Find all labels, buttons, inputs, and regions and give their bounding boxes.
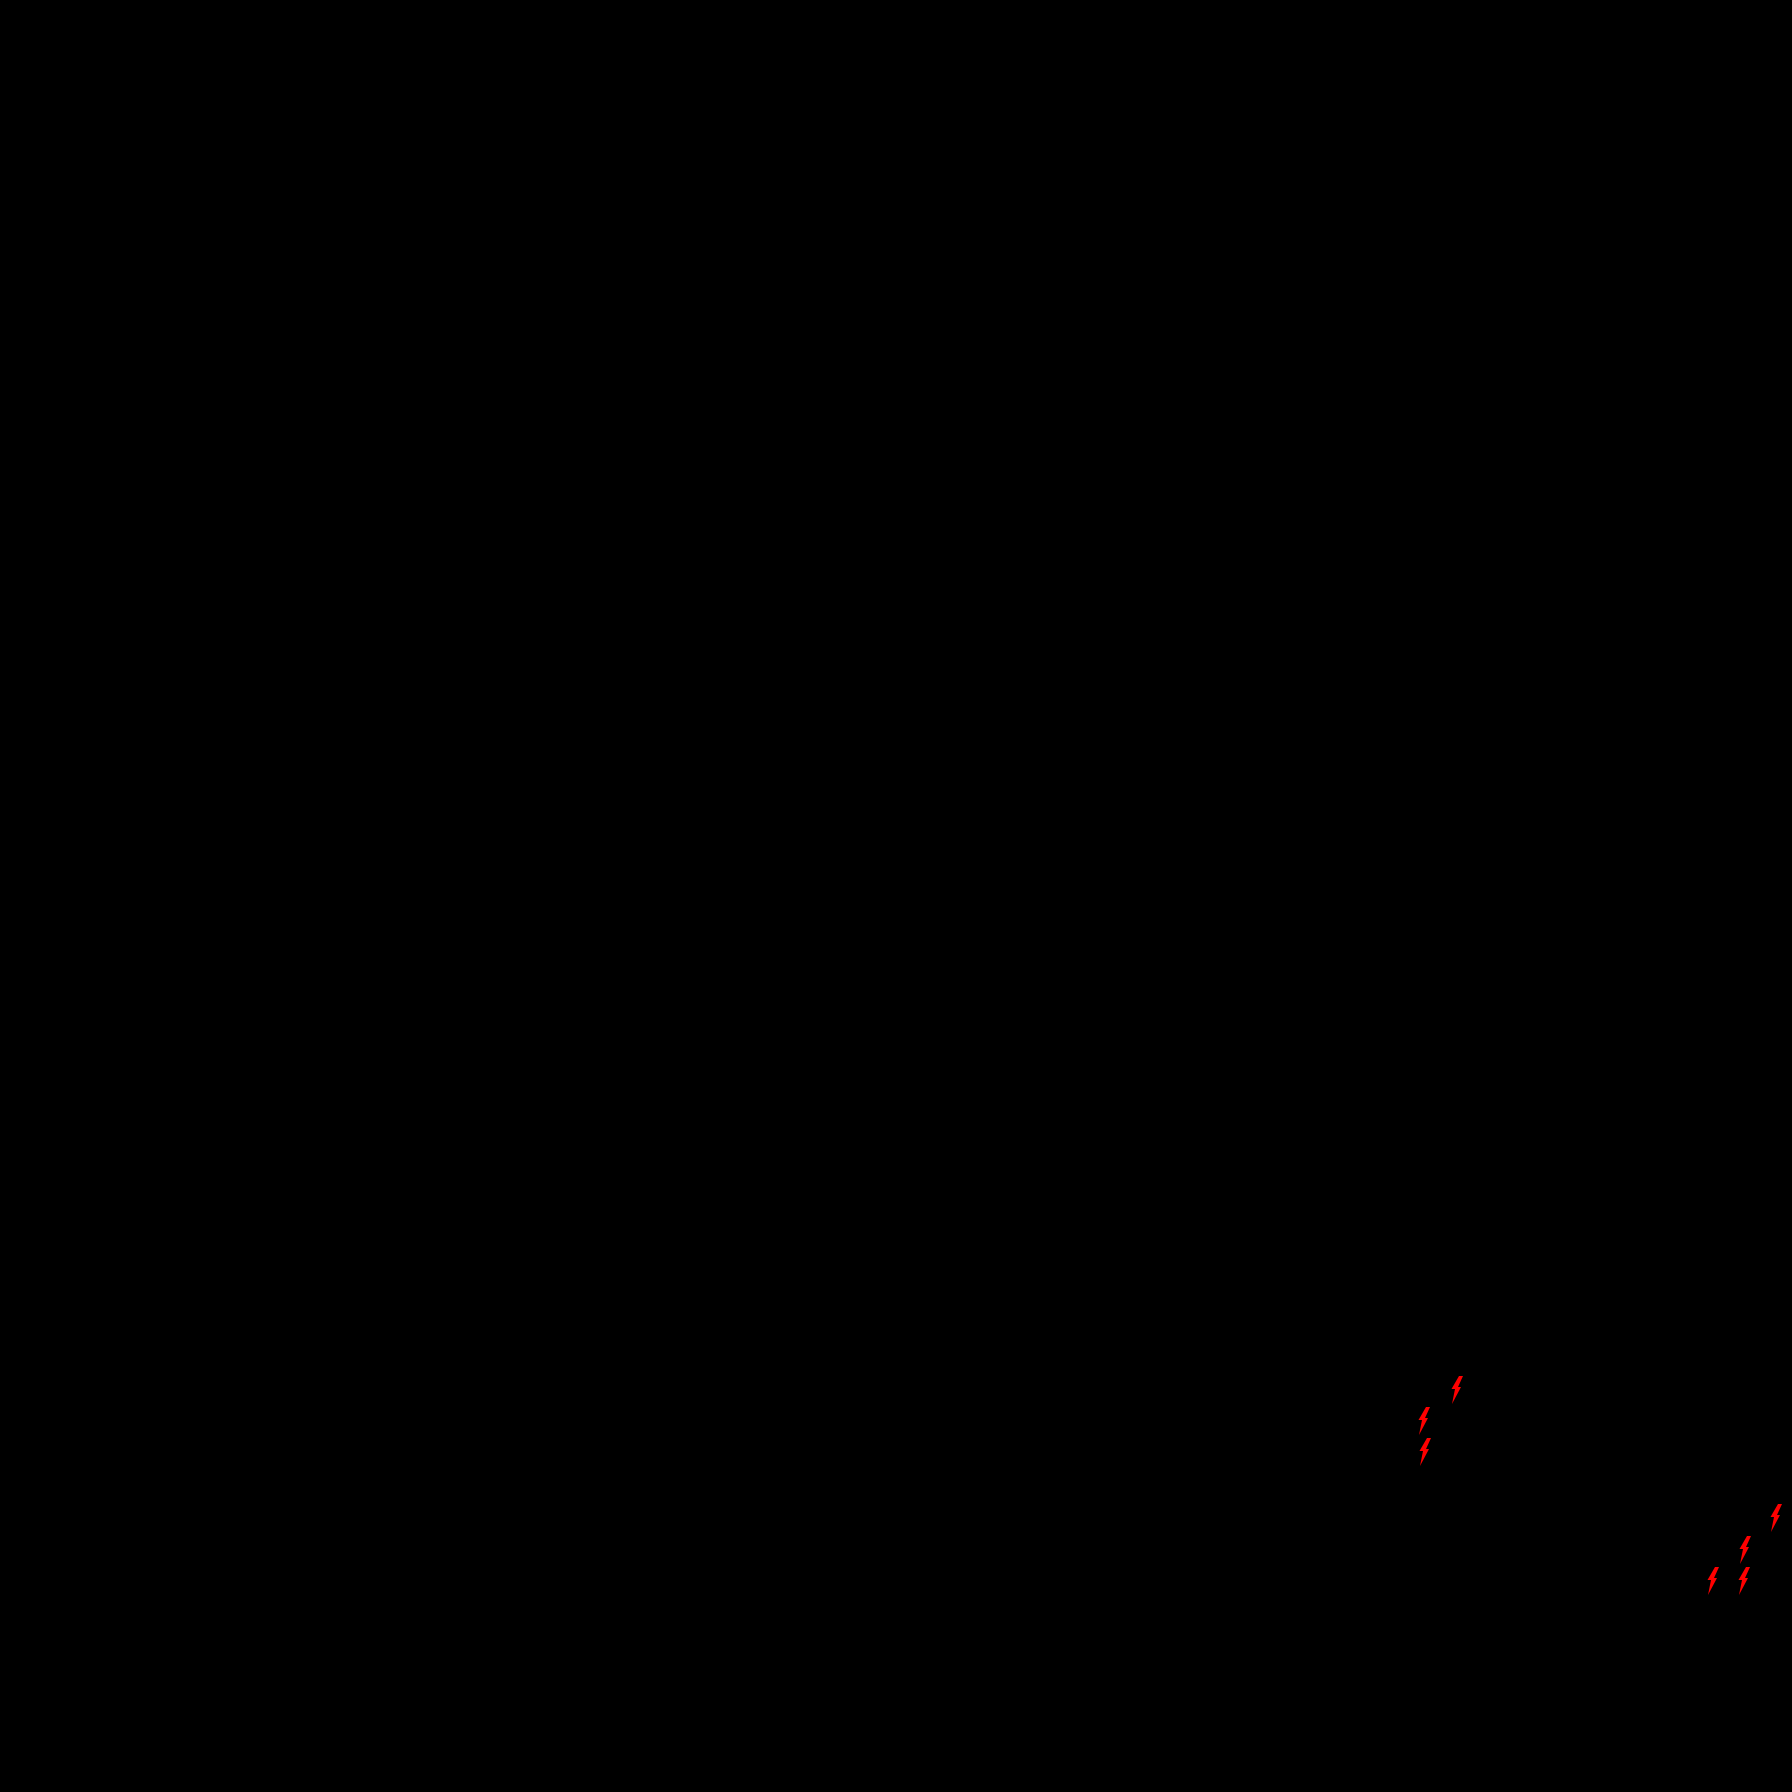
lightning-bolt-icon [1739, 1536, 1751, 1564]
lightning-bolt-icon [1419, 1438, 1431, 1466]
lightning-bolt-icon [1451, 1376, 1463, 1404]
lightning-bolt-icon [1707, 1567, 1719, 1595]
lightning-bolt-icon [1418, 1407, 1430, 1435]
lightning-bolt-icon [1738, 1567, 1750, 1595]
lightning-bolt-icon [1770, 1504, 1782, 1532]
